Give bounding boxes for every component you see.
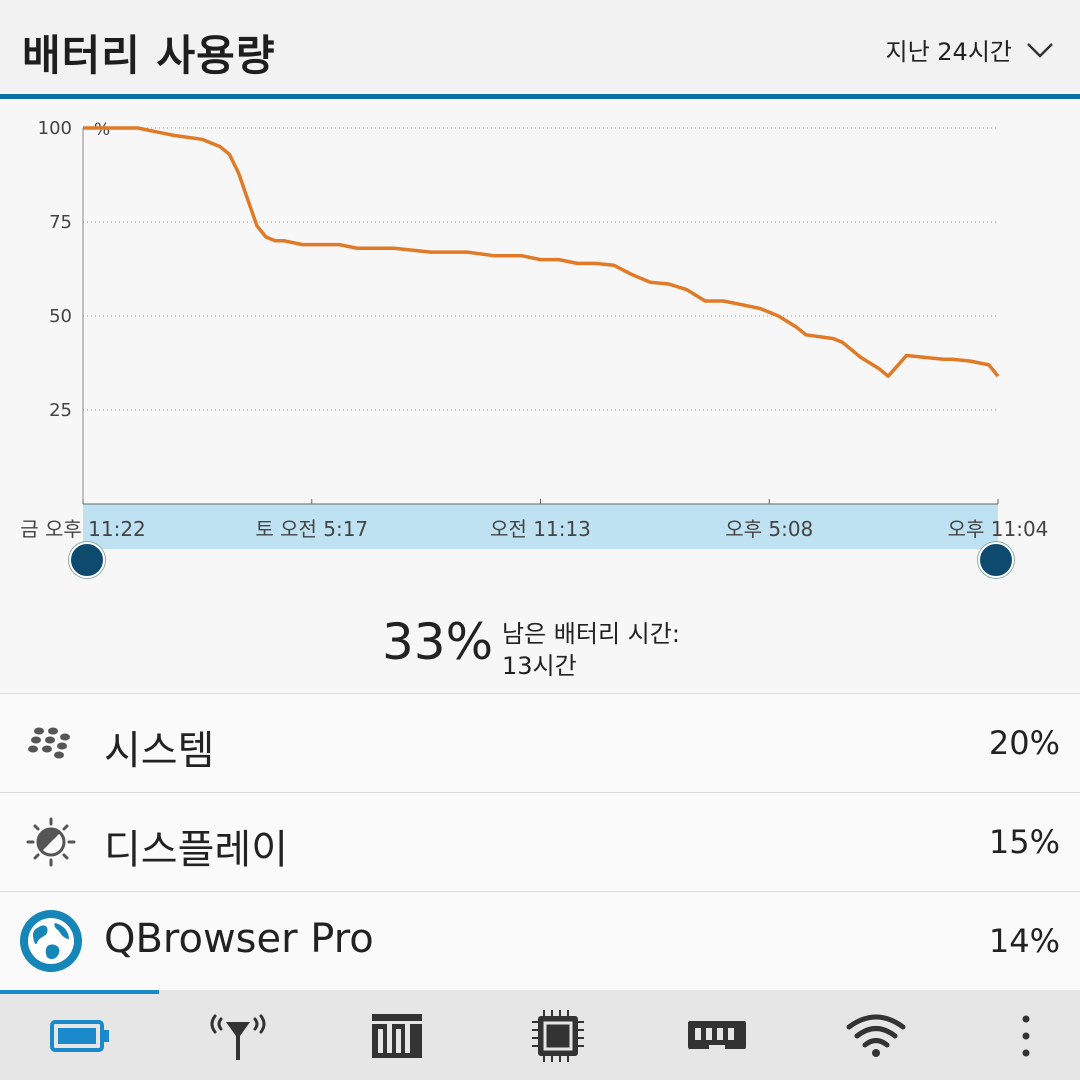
list-item-system[interactable]: 시스템 20%: [0, 693, 1080, 792]
range-end-handle[interactable]: [978, 542, 1014, 578]
tab-more[interactable]: [986, 1006, 1066, 1066]
tab-memory[interactable]: [677, 1006, 757, 1066]
remaining-time-label: 남은 배터리 시간:: [502, 620, 680, 648]
x-tick-label: 오후 5:08: [725, 517, 813, 541]
time-range-label: 지난 24시간: [885, 38, 1013, 66]
storage-icon: [372, 1014, 422, 1058]
battery-level-line: [83, 126, 1000, 378]
x-tick-label: 금 오후 11:22: [20, 517, 146, 541]
tab-battery[interactable]: [40, 1006, 120, 1066]
more-vert-icon: [1022, 1015, 1030, 1057]
battery-chart-svg: 25 50 75 100 % 금 오후 11:22 토 오전 5:17 오전 11:13 오후 …: [20, 118, 1049, 549]
brightness-icon: [18, 809, 84, 875]
tab-storage[interactable]: [357, 1006, 437, 1066]
app-usage-percent: 20%: [988, 724, 1060, 762]
y-tick-label: 75: [49, 212, 72, 233]
globe-icon: [18, 908, 84, 974]
selected-range-band: [83, 504, 998, 549]
app-usage-percent: 15%: [988, 823, 1060, 861]
remaining-time-value: 13시간: [502, 652, 577, 680]
wifi-icon: [846, 1014, 906, 1057]
list-item-qbrowser[interactable]: QBrowser Pro 14%: [0, 891, 1080, 990]
range-start-handle[interactable]: [69, 542, 105, 578]
header-divider: [0, 94, 1080, 99]
x-tick-label: 오후 11:04: [948, 517, 1049, 541]
active-tab-indicator: [0, 990, 159, 994]
app-name: 디스플레이: [104, 827, 288, 873]
app-name: 시스템: [104, 728, 215, 774]
antenna-icon: [210, 1014, 266, 1060]
y-tick-label: 100: [38, 118, 72, 139]
app-name: QBrowser Pro: [104, 916, 374, 962]
tab-wifi[interactable]: [836, 1006, 916, 1066]
time-range-dropdown[interactable]: 지난 24시간: [886, 32, 1055, 67]
list-item-display[interactable]: 디스플레이 15%: [0, 792, 1080, 891]
battery-icon: [50, 1020, 109, 1052]
x-tick-label: 토 오전 5:17: [255, 517, 368, 541]
y-tick-label: 50: [49, 306, 72, 327]
memory-icon: [688, 1021, 746, 1049]
app-usage-percent: 14%: [988, 922, 1060, 960]
cpu-icon: [532, 1010, 584, 1062]
chevron-down-icon: [1027, 42, 1053, 58]
tab-cellular[interactable]: [198, 1006, 278, 1066]
y-unit-label: %: [94, 120, 110, 140]
battery-chart: 25 50 75 100% 금 오후 11:22 토 오전 5:17 오전 11:13 오후 …: [0, 99, 1080, 694]
app-header: 배터리 사용량 지난 24시간: [0, 0, 1080, 95]
blackberry-logo-icon: [18, 710, 84, 776]
battery-percent: 33%: [382, 613, 494, 671]
y-tick-label: 25: [49, 400, 72, 421]
page-title: 배터리 사용량: [22, 31, 276, 80]
x-tick-label: 오전 11:13: [490, 517, 591, 541]
tab-cpu[interactable]: [518, 1006, 598, 1066]
